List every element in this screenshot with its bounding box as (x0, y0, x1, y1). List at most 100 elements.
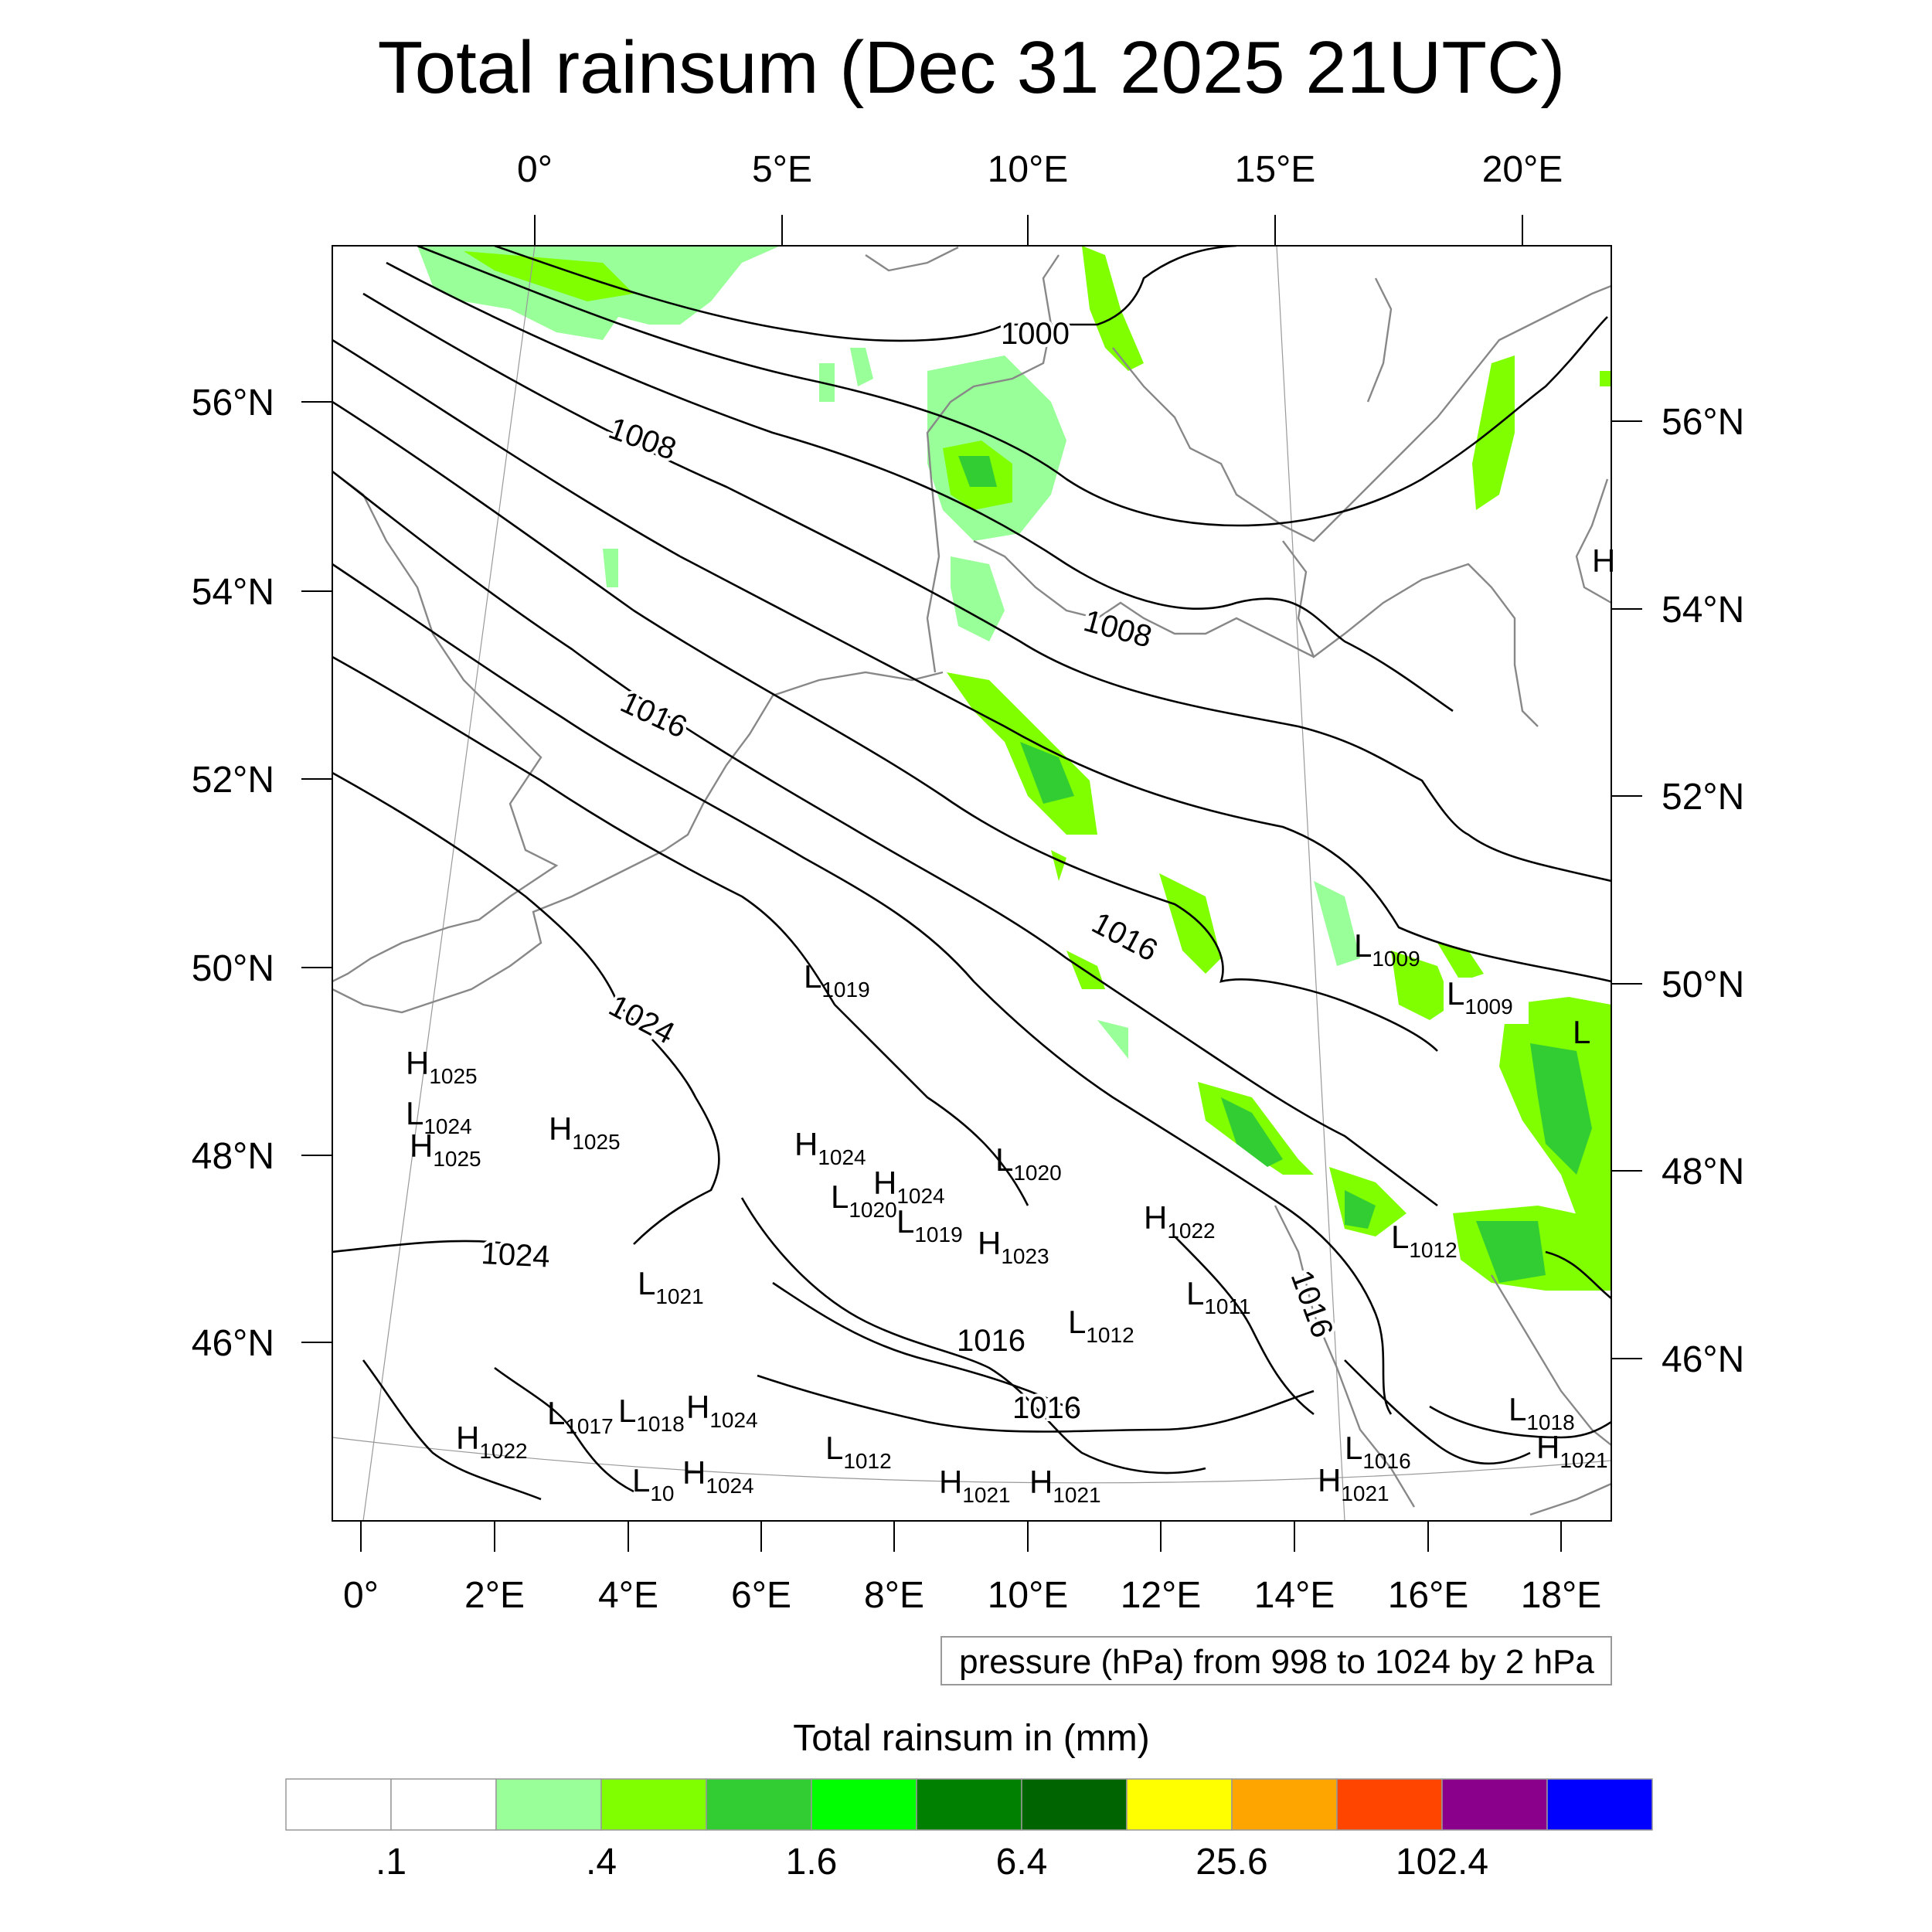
pressure-center: L1020 (831, 1179, 897, 1222)
bottom-lon-tick: 0° (343, 1575, 379, 1616)
map-layers (332, 246, 1611, 1521)
pressure-centers: H1025 L1024 H1025 H1025 L1019 H1024 H102… (406, 543, 1615, 1507)
pressure-center: L1017 (547, 1395, 614, 1438)
plot-border (332, 245, 1612, 1522)
isobars (332, 246, 1611, 1501)
bottom-lon-tick: 18°E (1521, 1575, 1602, 1616)
pressure-center: L1024 (406, 1095, 472, 1138)
pressure-center: L1020 (995, 1141, 1062, 1185)
isobar-label: 1016 (1012, 1391, 1081, 1425)
pressure-center: L1009 (1354, 927, 1420, 971)
bottom-lon-tick: 6°E (731, 1575, 791, 1616)
pressure-center: H1021 (939, 1464, 1011, 1507)
top-lon-tick: 10°E (988, 149, 1069, 190)
bottom-lon-tick: 8°E (864, 1575, 924, 1616)
colorbar-swatch (1546, 1778, 1653, 1831)
right-lat-tick: 56°N (1662, 402, 1744, 443)
pressure-center: L1011 (1186, 1275, 1251, 1318)
colorbar-swatch (706, 1778, 812, 1831)
right-lat-tick: 50°N (1662, 964, 1744, 1005)
pressure-center: H1025 (410, 1128, 481, 1171)
right-lat-tick: 46°N (1662, 1339, 1744, 1380)
colorbar-swatch (1231, 1778, 1338, 1831)
contour-info-text: pressure (hPa) from 998 to 1024 by 2 hPa (959, 1643, 1594, 1681)
colorbar-label: 1.6 (786, 1842, 838, 1883)
left-lat-tick: 46°N (192, 1323, 274, 1364)
coastlines (332, 246, 1611, 1516)
pressure-center-box (1444, 978, 1529, 1024)
contour-info-box: pressure (hPa) from 998 to 1024 by 2 hPa (940, 1636, 1612, 1685)
pressure-center: H1021 (1029, 1464, 1101, 1507)
graticule (332, 246, 1611, 1521)
pressure-center: L10 (632, 1462, 675, 1505)
pressure-center: H1024 (794, 1126, 866, 1169)
isobar-label: 1016 (957, 1324, 1026, 1358)
bottom-lon-tick: 4°E (598, 1575, 658, 1616)
colorbar-label: 102.4 (1396, 1842, 1488, 1883)
pressure-center: H (1592, 543, 1615, 579)
pressure-center: L1012 (825, 1430, 892, 1473)
left-lat-tick: 54°N (192, 572, 274, 613)
pressure-center: L1019 (804, 958, 870, 1002)
colorbar-swatch (916, 1778, 1022, 1831)
pressure-center: H1022 (1144, 1199, 1216, 1243)
pressure-center: L1019 (896, 1203, 963, 1247)
right-lat-tick: 54°N (1662, 590, 1744, 631)
bottom-axis: 0° 2°E 4°E 6°E 8°E 10°E 12°E 14°E 16°E 1… (343, 1521, 1601, 1616)
colorbar-swatch (1021, 1778, 1128, 1831)
colorbar-swatch (600, 1778, 707, 1831)
colorbar-swatch (1126, 1778, 1233, 1831)
top-lon-tick: 15°E (1235, 149, 1316, 190)
isobar-label: 1000 (1001, 317, 1070, 351)
right-lat-tick: 48°N (1662, 1151, 1744, 1192)
pressure-center: L1016 (1345, 1430, 1411, 1473)
pressure-center: H1021 (1536, 1429, 1608, 1472)
pressure-center: L1018 (618, 1393, 685, 1436)
pressure-center: H1025 (406, 1045, 478, 1088)
bottom-lon-tick: 2°E (464, 1575, 525, 1616)
pressure-center: L1021 (638, 1265, 704, 1308)
left-lat-tick: 56°N (192, 383, 274, 423)
isobar-label: 1024 (481, 1236, 551, 1274)
left-lat-tick: 48°N (192, 1136, 274, 1177)
colorbar-swatch (1336, 1778, 1443, 1831)
bottom-lon-tick: 16°E (1388, 1575, 1469, 1616)
top-axis: 0° 5°E 10°E 15°E 20°E (517, 149, 1563, 246)
colorbar-label: .4 (586, 1842, 617, 1883)
pressure-center: H1022 (456, 1420, 528, 1463)
colorbar-swatch (495, 1778, 602, 1831)
pressure-center: L1009 (1447, 975, 1513, 1019)
colorbar-swatch (1441, 1778, 1548, 1831)
bottom-lon-tick: 10°E (988, 1575, 1069, 1616)
pressure-center: H1021 (1318, 1462, 1389, 1505)
pressure-center: H1024 (682, 1454, 754, 1498)
colorbar-label: .1 (376, 1842, 406, 1883)
pressure-center: H1025 (549, 1111, 621, 1154)
pressure-center: H1023 (978, 1225, 1049, 1268)
pressure-center: H1024 (686, 1389, 758, 1432)
colorbar-swatch (285, 1778, 392, 1831)
rainfall-shading (417, 246, 1611, 1291)
colorbar-title: Total rainsum in (mm) (793, 1718, 1149, 1759)
colorbar-swatch (811, 1778, 917, 1831)
bottom-lon-tick: 12°E (1121, 1575, 1202, 1616)
pressure-center: L1018 (1509, 1391, 1575, 1434)
pressure-center: L1012 (1068, 1304, 1134, 1347)
top-lon-tick: 0° (517, 149, 553, 190)
pressure-center: L (1573, 1014, 1590, 1050)
colorbar-label: 25.6 (1196, 1842, 1267, 1883)
bottom-lon-tick: 14°E (1254, 1575, 1335, 1616)
right-lat-tick: 52°N (1662, 777, 1744, 818)
right-axis: 56°N 54°N 52°N 50°N 48°N 46°N (1611, 402, 1744, 1380)
top-lon-tick: 5°E (752, 149, 812, 190)
colorbar-label: 6.4 (996, 1842, 1048, 1883)
pressure-center: L1012 (1391, 1219, 1458, 1262)
top-lon-tick: 20°E (1482, 149, 1563, 190)
colorbar-swatch (390, 1778, 497, 1831)
map-title: Total rainsum (Dec 31 2025 21UTC) (378, 26, 1566, 109)
left-lat-tick: 50°N (192, 948, 274, 989)
left-axis: 56°N 54°N 52°N 50°N 48°N 46°N (192, 383, 332, 1364)
left-lat-tick: 52°N (192, 760, 274, 801)
colorbar: .1 .4 1.6 6.4 25.6 102.4 (285, 1778, 1653, 1883)
